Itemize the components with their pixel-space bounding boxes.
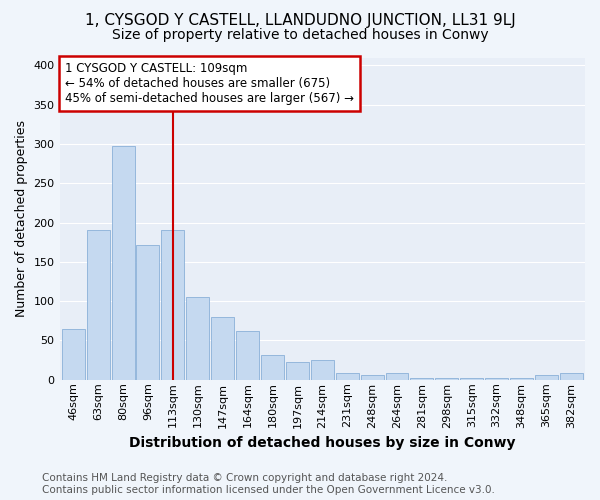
Bar [112, 146, 134, 380]
Bar [436, 378, 458, 380]
Bar [510, 378, 533, 380]
Bar [62, 328, 85, 380]
Bar [386, 374, 409, 380]
Bar [336, 374, 359, 380]
Bar [460, 378, 483, 380]
Bar [286, 362, 309, 380]
Text: Size of property relative to detached houses in Conwy: Size of property relative to detached ho… [112, 28, 488, 42]
Bar [186, 297, 209, 380]
Bar [410, 378, 433, 380]
Text: Contains HM Land Registry data © Crown copyright and database right 2024.
Contai: Contains HM Land Registry data © Crown c… [42, 474, 495, 495]
Bar [560, 374, 583, 380]
X-axis label: Distribution of detached houses by size in Conwy: Distribution of detached houses by size … [129, 436, 515, 450]
Text: 1, CYSGOD Y CASTELL, LLANDUDNO JUNCTION, LL31 9LJ: 1, CYSGOD Y CASTELL, LLANDUDNO JUNCTION,… [85, 12, 515, 28]
Text: 1 CYSGOD Y CASTELL: 109sqm
← 54% of detached houses are smaller (675)
45% of sem: 1 CYSGOD Y CASTELL: 109sqm ← 54% of deta… [65, 62, 354, 106]
Bar [361, 375, 383, 380]
Bar [311, 360, 334, 380]
Bar [261, 354, 284, 380]
Bar [485, 378, 508, 380]
Bar [211, 317, 234, 380]
Bar [136, 244, 160, 380]
Bar [161, 230, 184, 380]
Y-axis label: Number of detached properties: Number of detached properties [15, 120, 28, 317]
Bar [86, 230, 110, 380]
Bar [535, 375, 558, 380]
Bar [236, 331, 259, 380]
